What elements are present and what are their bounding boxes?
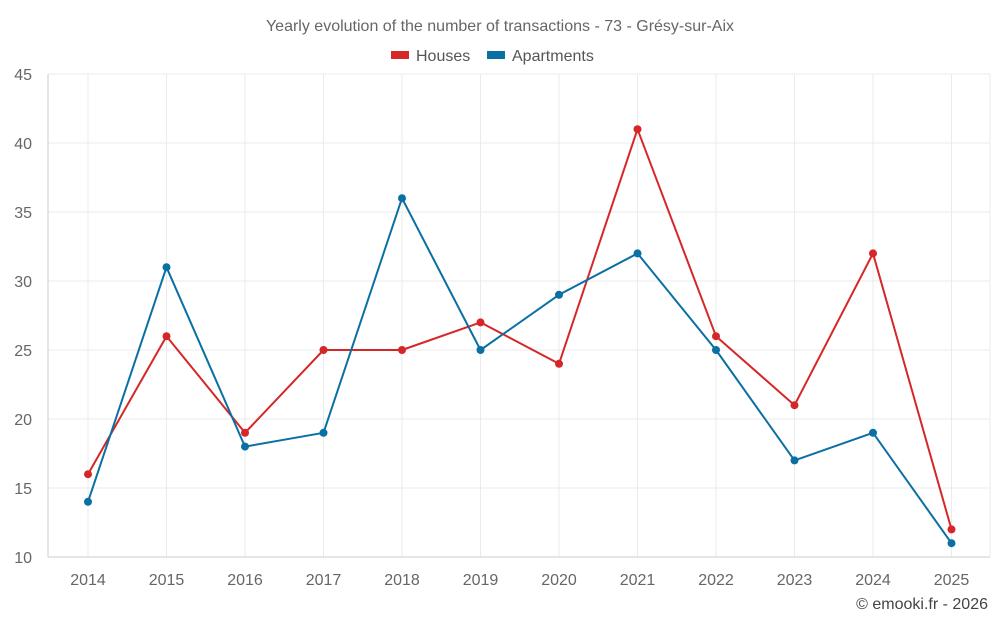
legend-swatch-houses [391,51,409,59]
data-point [869,428,877,437]
credit-text: © emooki.fr - 2026 [856,596,988,613]
legend-label-houses: Houses [416,48,470,65]
data-point [712,346,720,354]
x-tick-label: 2024 [855,572,891,589]
data-point [712,332,720,341]
data-point [162,332,171,341]
data-point [398,194,406,203]
legend-swatch-apartments [487,51,505,59]
data-point [398,346,406,354]
data-point [555,359,563,368]
series-line [87,128,953,530]
x-tick-label: 2016 [227,572,263,589]
y-tick-label: 10 [14,550,32,567]
x-tick-label: 2015 [149,572,185,589]
data-point [241,442,249,451]
data-point [476,346,485,354]
data-point [319,428,328,437]
series-apartments [84,194,956,548]
data-point [947,525,956,534]
y-tick-label: 35 [14,205,32,222]
x-tick-label: 2017 [306,572,342,589]
x-tick-label: 2021 [620,572,656,589]
y-tick-label: 30 [14,274,32,291]
series-layer [84,125,956,548]
series-line [87,197,953,544]
data-point [319,346,328,354]
data-point [241,428,249,437]
data-point [869,249,877,258]
grid [48,73,991,557]
x-tick-label: 2014 [70,572,106,589]
data-point [476,318,485,327]
y-tick-label: 45 [14,67,32,84]
y-tick-label: 15 [14,481,32,498]
x-tick-label: 2023 [777,572,813,589]
data-point [947,539,956,548]
data-point [633,125,642,134]
data-point [84,470,92,479]
legend: Houses Apartments [391,48,594,65]
x-tick-label: 2022 [698,572,734,589]
legend-label-apartments: Apartments [512,48,594,65]
x-tick-label: 2020 [541,572,577,589]
data-point [162,263,171,272]
data-point [555,290,563,299]
series-houses [84,125,956,534]
y-tick-label: 25 [14,343,32,360]
data-point [633,249,642,258]
data-point [84,497,92,506]
y-tick-label: 40 [14,136,32,153]
x-tick-label: 2025 [934,572,970,589]
data-point [790,456,799,465]
y-tick-label: 20 [14,412,32,429]
data-point [790,401,799,410]
x-tick-label: 2019 [463,572,499,589]
x-tick-label: 2018 [384,572,420,589]
chart-title: Yearly evolution of the number of transa… [266,18,734,35]
